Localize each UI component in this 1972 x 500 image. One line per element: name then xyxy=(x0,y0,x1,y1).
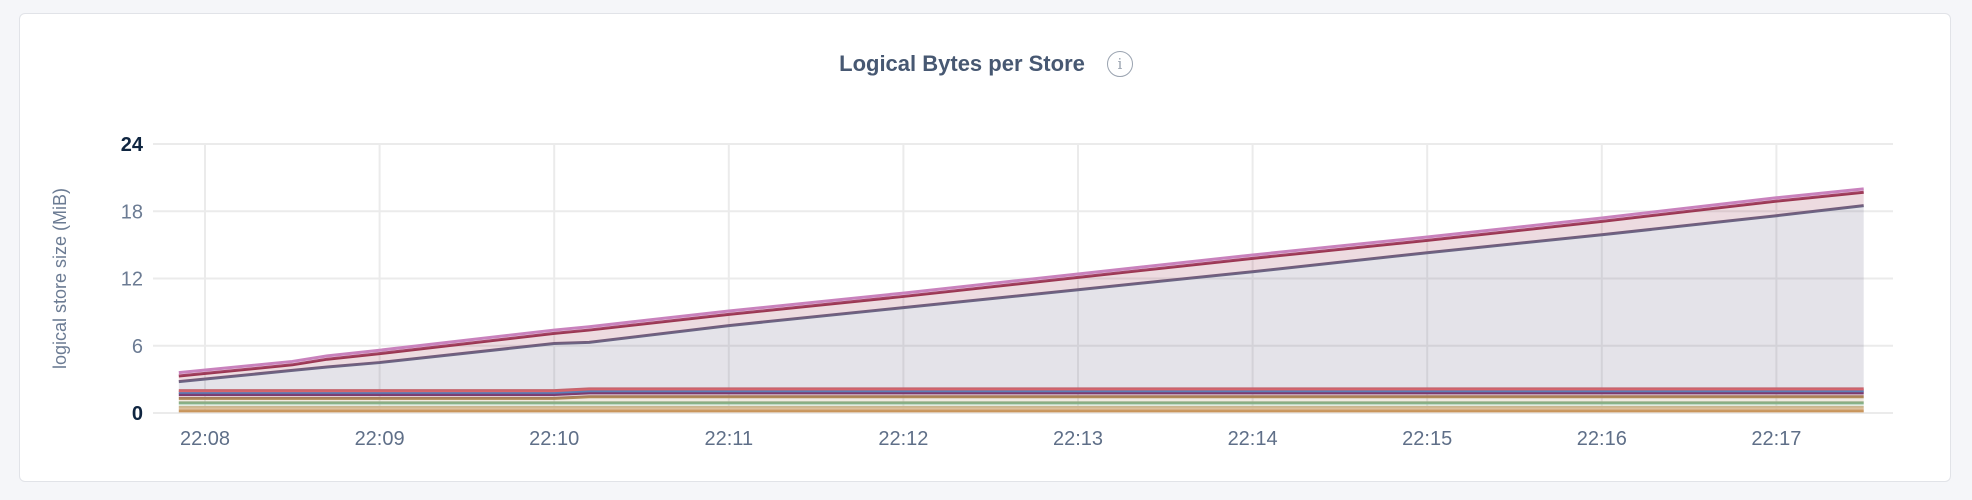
series-line-5 xyxy=(178,389,1864,394)
y-tick-label: 18 xyxy=(121,201,143,223)
series-line-9 xyxy=(178,187,1864,375)
series-line-4 xyxy=(178,391,1864,397)
y-axis-label: logical store size (MiB) xyxy=(50,188,70,369)
series-line-3 xyxy=(178,395,1864,400)
x-tick-label: 22:15 xyxy=(1402,428,1452,450)
x-tick-label: 22:16 xyxy=(1577,428,1627,450)
series-area-3 xyxy=(178,396,1864,403)
x-tick-label: 22:17 xyxy=(1751,428,1801,450)
series-line-7 xyxy=(178,204,1864,384)
x-tick-label: 22:13 xyxy=(1053,428,1103,450)
x-tick-label: 22:09 xyxy=(355,428,405,450)
x-tick-label: 22:12 xyxy=(878,428,928,450)
y-tick-label: 0 xyxy=(132,403,143,425)
y-tick-label: 24 xyxy=(121,134,144,156)
chart-title-row: Logical Bytes per Store i xyxy=(0,50,1972,78)
series-line-8 xyxy=(178,190,1864,378)
x-tick-label: 22:14 xyxy=(1228,428,1278,450)
x-tick-label: 22:08 xyxy=(180,428,230,450)
y-tick-label: 6 xyxy=(132,336,143,358)
x-tick-label: 22:10 xyxy=(529,428,579,450)
chart-title: Logical Bytes per Store xyxy=(839,51,1085,77)
info-icon[interactable]: i xyxy=(1106,51,1133,78)
x-tick-label: 22:11 xyxy=(705,428,754,450)
y-tick-label: 12 xyxy=(121,269,143,291)
series-line-6 xyxy=(178,387,1864,393)
